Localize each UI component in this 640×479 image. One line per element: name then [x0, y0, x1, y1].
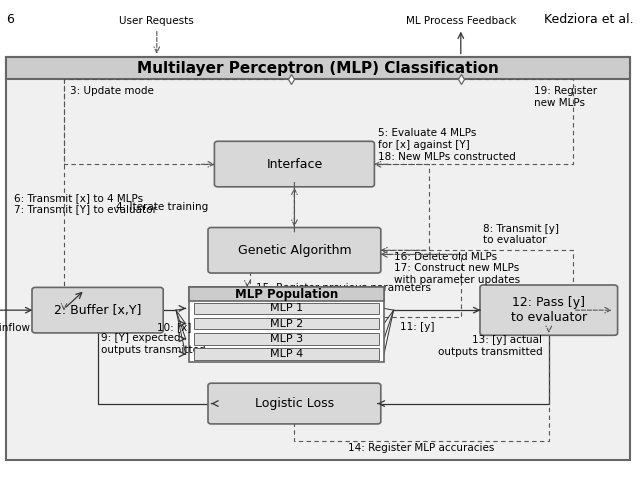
Bar: [189, 287, 384, 362]
Bar: [6, 57, 630, 460]
Text: 10: [x]: 10: [x]: [157, 322, 191, 332]
Text: Logistic Loss: Logistic Loss: [255, 397, 334, 410]
Text: 1: [x,Y] inflow: 1: [x,Y] inflow: [0, 322, 29, 332]
Text: Interface: Interface: [266, 158, 323, 171]
Bar: [194, 333, 379, 344]
Text: 14: Register MLP accuracies: 14: Register MLP accuracies: [348, 443, 495, 453]
Text: 5: Evaluate 4 MLPs
for [x] against [Y]
18: New MLPs constructed: 5: Evaluate 4 MLPs for [x] against [Y] 1…: [378, 128, 515, 162]
Bar: [194, 318, 379, 330]
Bar: [194, 348, 379, 360]
FancyBboxPatch shape: [214, 141, 374, 187]
Bar: [189, 287, 384, 301]
Text: 6: 6: [6, 12, 14, 26]
FancyBboxPatch shape: [480, 285, 618, 335]
Text: MLP 3: MLP 3: [270, 334, 303, 344]
Bar: [6, 57, 630, 79]
Bar: [194, 303, 379, 314]
Text: Kedziora et al.: Kedziora et al.: [544, 12, 634, 26]
Text: MLP 1: MLP 1: [270, 303, 303, 313]
Text: 8: Transmit [y]
to evaluator: 8: Transmit [y] to evaluator: [483, 224, 559, 246]
Text: 3: Update mode: 3: Update mode: [70, 86, 154, 96]
Text: ML Process Feedback: ML Process Feedback: [406, 16, 516, 26]
Text: 13: [y] actual
outputs transmitted: 13: [y] actual outputs transmitted: [438, 335, 543, 357]
Text: User Requests: User Requests: [120, 16, 194, 26]
Text: Genetic Algorithm: Genetic Algorithm: [237, 244, 351, 257]
Text: MLP Population: MLP Population: [235, 287, 338, 301]
Text: 6: Transmit [x] to 4 MLPs
7: Transmit [Y] to evaluator: 6: Transmit [x] to 4 MLPs 7: Transmit [Y…: [14, 193, 157, 215]
FancyBboxPatch shape: [208, 383, 381, 424]
Text: 2: Buffer [x,Y]: 2: Buffer [x,Y]: [54, 304, 141, 317]
Text: Multilayer Perceptron (MLP) Classification: Multilayer Perceptron (MLP) Classificati…: [138, 61, 499, 76]
FancyBboxPatch shape: [208, 228, 381, 273]
Text: 16: Delete old MLPs
17: Construct new MLPs
with parameter updates: 16: Delete old MLPs 17: Construct new ML…: [394, 252, 520, 285]
Text: 4: Iterate training: 4: Iterate training: [116, 202, 208, 212]
Text: 15: Register previous parameters: 15: Register previous parameters: [256, 283, 431, 293]
Text: 9: [Y] expected
outputs transmitted: 9: [Y] expected outputs transmitted: [101, 333, 205, 354]
Text: 12: Pass [y]
to evaluator: 12: Pass [y] to evaluator: [511, 296, 587, 324]
Text: 19: Register
new MLPs: 19: Register new MLPs: [534, 86, 598, 108]
Text: MLP 2: MLP 2: [270, 319, 303, 329]
Text: MLP 4: MLP 4: [270, 349, 303, 359]
FancyBboxPatch shape: [32, 287, 163, 333]
Text: 11: [y]: 11: [y]: [400, 322, 435, 332]
